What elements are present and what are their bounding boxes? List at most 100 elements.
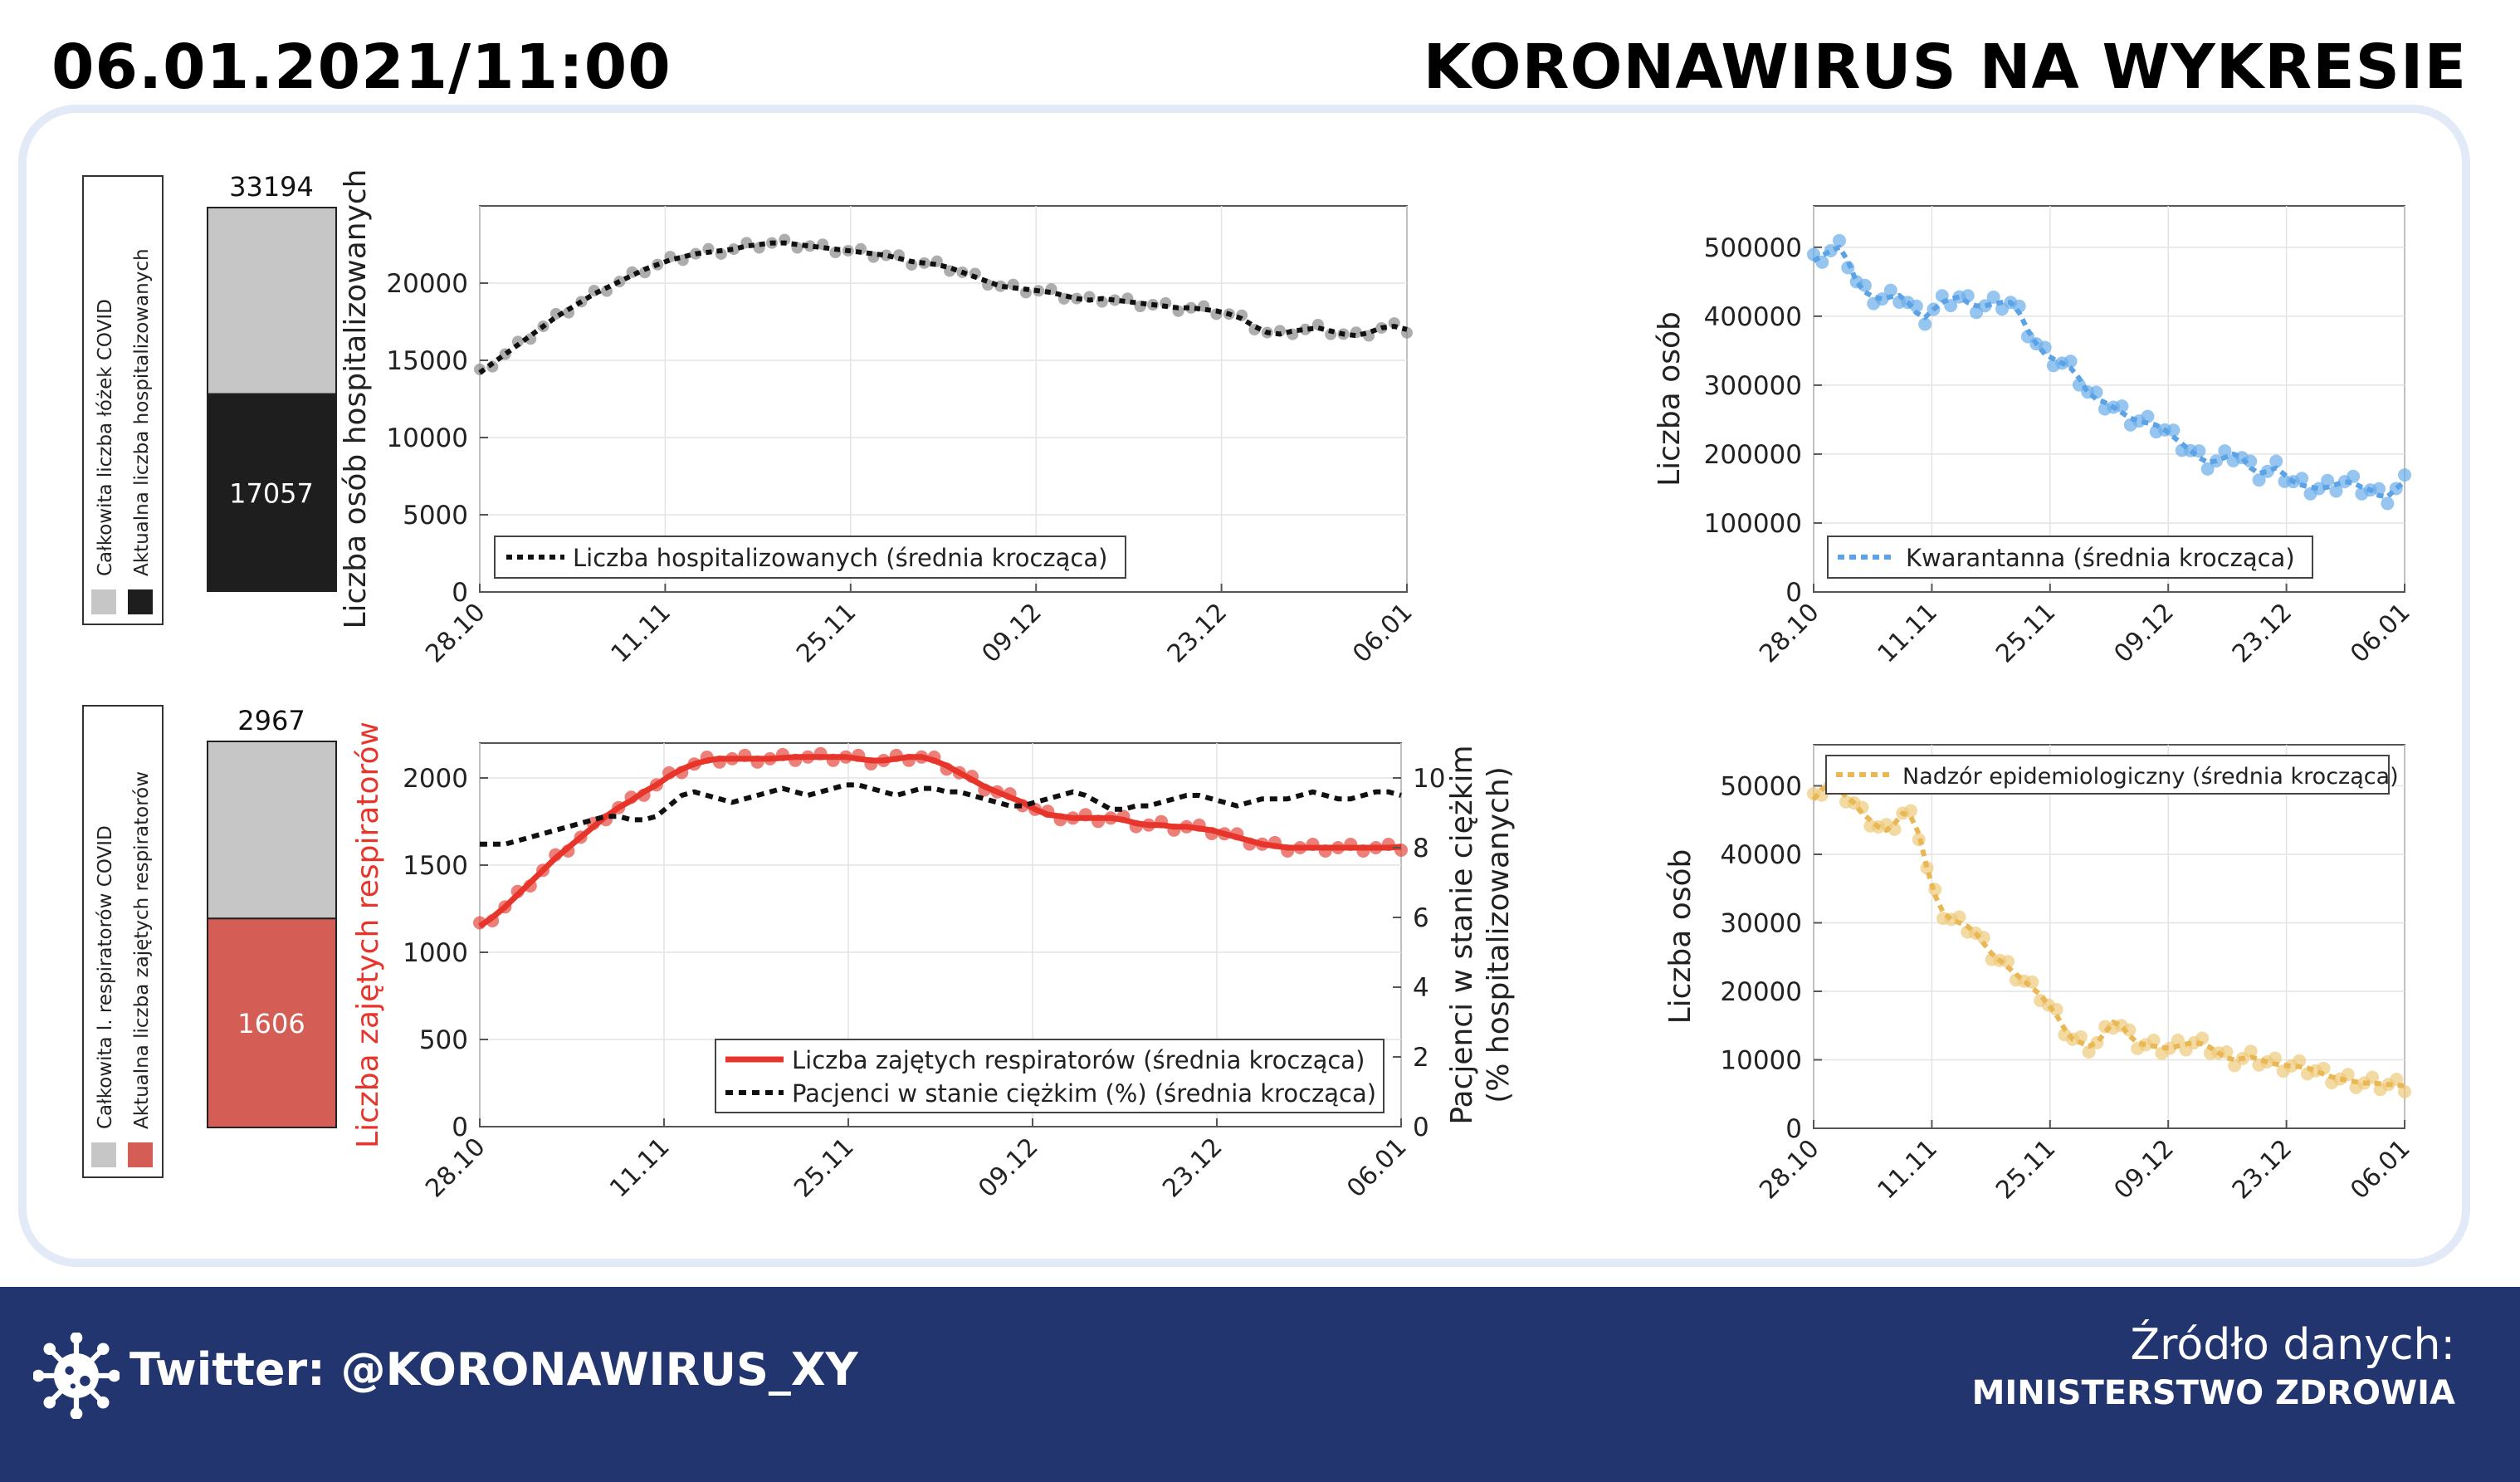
data-point-quar — [2329, 484, 2343, 498]
y-tick-label-resp: 0 — [452, 1113, 468, 1142]
plot-resp: 28.10 11.11 25.11 09.12 23.12 06.010500100015… — [351, 721, 1516, 1203]
data-point-hosp — [728, 243, 740, 256]
data-point-epid — [2244, 1044, 2258, 1059]
data-point-epid — [2073, 1030, 2088, 1044]
data-point-epid — [2146, 1034, 2161, 1047]
footer-bar — [0, 1287, 2520, 1482]
y-tick-label-resp: 1000 — [403, 938, 468, 968]
data-point-epid — [1904, 804, 1918, 818]
data-point-quar — [2218, 444, 2232, 458]
x-tick-label-quar: 28.10 — [1754, 598, 1824, 668]
y-tick-label-quar: 500000 — [1704, 233, 1802, 263]
bar-current-label-beds_bar: 17057 — [229, 477, 314, 509]
bar-legend-label-current-beds_bar: Aktualna liczba hospitalizowanych — [131, 248, 153, 576]
y2-tick-label-resp: 10 — [1413, 764, 1445, 794]
bar-current-resp_bar — [207, 917, 337, 1128]
x-tick-label-resp: 11.11 — [604, 1132, 675, 1203]
x-tick-label-quar: 06.01 — [2345, 598, 2415, 668]
data-point-quar — [2312, 482, 2326, 496]
bar-legend-box-beds_bar — [82, 175, 164, 625]
bar-total-label-resp_bar: 2967 — [237, 705, 305, 736]
y-axis-label-resp: Liczba zajętych respiratorów — [351, 721, 385, 1148]
data-point-quar — [1858, 278, 1872, 292]
x-tick-label-epid: 09.12 — [2108, 1134, 2179, 1205]
data-point-epid — [2398, 1084, 2411, 1098]
plot-epid: 28.10 11.11 25.11 09.12 23.12 06.01 0 10000 2000… — [1663, 744, 2416, 1205]
legend-label-epid: Nadzór epidemiologiczny (średnia krocząc… — [1902, 764, 2399, 790]
x-tick-label-hosp: 09.12 — [976, 598, 1047, 668]
y-tick-label-epid: 20000 — [1720, 977, 1802, 1007]
source-name: MINISTERSTWO ZDROWIA — [1971, 1374, 2455, 1412]
y-tick-label-hosp: 5000 — [403, 501, 468, 531]
legend-label-quar: Kwarantanna (średnia krocząca) — [1906, 544, 2295, 572]
x-tick-label-hosp: 23.12 — [1162, 598, 1233, 668]
bar-legend-label-total-resp_bar: Całkowita l. respiratorów COVID — [95, 825, 116, 1129]
y-tick-label-quar: 100000 — [1704, 509, 1802, 539]
x-tick-label-resp: 23.12 — [1157, 1132, 1228, 1203]
y-tick-label-epid: 40000 — [1720, 840, 1802, 870]
x-tick-label-quar: 11.11 — [1873, 598, 1943, 668]
y-tick-label-quar: 200000 — [1704, 440, 1802, 470]
bar-total-beds_bar — [207, 207, 337, 395]
x-tick-label-epid: 23.12 — [2227, 1134, 2298, 1205]
data-point-quar — [2115, 399, 2129, 413]
series-line-resp-1 — [480, 782, 1402, 847]
data-point-epid — [1888, 822, 1902, 836]
x-tick-label-resp: 06.01 — [1341, 1132, 1412, 1203]
series-line-epid-0 — [1811, 783, 2405, 1088]
x-tick-label-hosp: 11.11 — [606, 598, 676, 668]
y-tick-label-hosp: 0 — [452, 578, 468, 608]
data-point-quar — [2252, 473, 2266, 487]
data-point-quar — [2347, 469, 2361, 483]
y2-axis-label-resp: Pacjenci w stanie ciężkim — [1445, 745, 1479, 1124]
data-point-quar — [2372, 482, 2386, 496]
bar-legend-box-resp_bar — [82, 705, 164, 1178]
data-point-quar — [2012, 299, 2026, 313]
page-title: KORONAWIRUS NA WYKRESIE — [1423, 32, 2467, 103]
x-tick-label-hosp: 06.01 — [1347, 598, 1418, 668]
bar-legend-swatch-total-resp_bar — [91, 1142, 116, 1167]
y2-tick-label-resp: 6 — [1413, 903, 1429, 933]
y-tick-label-hosp: 20000 — [386, 269, 468, 299]
x-tick-label-resp: 28.10 — [420, 1132, 491, 1203]
data-point-quar — [2244, 454, 2258, 468]
x-tick-label-epid: 11.11 — [1873, 1134, 1943, 1205]
y2-tick-label-resp: 2 — [1413, 1043, 1429, 1073]
x-tick-label-quar: 09.12 — [2108, 598, 2179, 668]
y-axis-label-quar: Liczba osób — [1653, 311, 1687, 487]
series-line-hosp-0 — [478, 240, 1408, 375]
data-point-quar — [1918, 317, 1932, 331]
x-tick-label-epid: 25.11 — [1990, 1134, 2061, 1205]
y-tick-label-resp: 2000 — [403, 764, 468, 794]
data-point-hosp — [1184, 301, 1197, 314]
charts-canvas: 33194 17057 Całkowita liczba łóżek COVID Ak… — [82, 169, 2416, 1205]
report-date: 06.01.2021/11:00 — [51, 32, 672, 103]
data-point-epid — [2122, 1023, 2137, 1037]
x-tick-label-quar: 23.12 — [2227, 598, 2298, 668]
data-point-quar — [2166, 423, 2181, 438]
x-tick-label-quar: 25.11 — [1990, 598, 2061, 668]
data-point-epid — [1976, 931, 1990, 945]
y-tick-label-epid: 30000 — [1720, 909, 1802, 939]
y-tick-label-epid: 10000 — [1720, 1046, 1802, 1076]
data-point-hosp — [803, 240, 816, 252]
y-tick-label-quar: 300000 — [1704, 371, 1802, 401]
data-point-epid — [2001, 955, 2015, 969]
bar-current-beds_bar — [207, 393, 337, 592]
x-tick-label-epid: 06.01 — [2345, 1134, 2415, 1205]
bar-total-resp_bar — [207, 741, 337, 920]
data-point-epid — [2390, 1073, 2404, 1087]
bar-legend-swatch-total-beds_bar — [91, 589, 116, 614]
bar-legend-swatch-current-resp_bar — [128, 1142, 153, 1167]
y2-tick-label-resp: 8 — [1413, 834, 1429, 863]
legend-box-resp — [715, 1039, 1385, 1113]
data-point-quar — [1909, 299, 1923, 313]
legend-box-hosp — [494, 536, 1126, 579]
data-point-hosp — [1299, 323, 1311, 335]
y2-axis-label-resp-sub: (% hospitalizowanych) — [1482, 766, 1516, 1103]
data-point-quar — [2063, 355, 2078, 369]
twitter-handle[interactable]: Twitter: @KORONAWIRUS_XY — [129, 1343, 858, 1396]
source-label: Źródło danych: — [2130, 1320, 2455, 1370]
data-point-epid — [2082, 1045, 2096, 1059]
data-point-quar — [2398, 468, 2411, 482]
